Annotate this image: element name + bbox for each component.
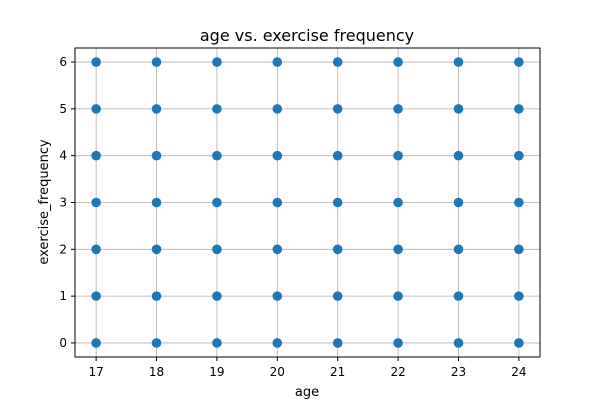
data-point — [514, 104, 524, 114]
data-point — [212, 244, 222, 255]
data-point — [332, 150, 343, 161]
y-tick-label: 5 — [59, 102, 67, 116]
data-point — [514, 291, 524, 301]
data-point — [514, 150, 524, 161]
data-point — [151, 104, 162, 114]
data-point — [393, 291, 403, 301]
data-point — [272, 150, 283, 161]
data-point — [91, 338, 101, 348]
data-point — [272, 338, 283, 348]
data-point — [151, 57, 162, 67]
data-point — [272, 104, 283, 114]
y-axis-label: exercise_frequency — [37, 139, 52, 265]
data-point — [393, 104, 403, 114]
x-tick-label: 22 — [390, 365, 405, 379]
data-point — [151, 244, 162, 255]
x-tick-label: 17 — [88, 365, 103, 379]
data-point — [393, 338, 403, 348]
data-point — [91, 104, 101, 114]
data-point — [91, 57, 101, 67]
data-point — [393, 57, 403, 67]
y-axis-ticks: 0 1 2 3 4 5 6 — [59, 55, 75, 350]
x-axis-ticks: 17 18 19 20 21 22 23 24 — [88, 357, 527, 379]
data-point — [453, 197, 464, 208]
data-point — [514, 244, 524, 255]
x-axis-label: age — [295, 385, 319, 400]
data-point — [151, 197, 162, 208]
y-tick-label: 2 — [59, 242, 67, 256]
y-tick-label: 0 — [59, 336, 67, 350]
x-tick-label: 19 — [209, 365, 224, 379]
data-point — [453, 104, 464, 114]
data-points — [91, 57, 524, 348]
data-point — [453, 244, 464, 255]
data-point — [332, 57, 343, 67]
data-point — [91, 150, 101, 161]
data-point — [332, 338, 343, 348]
data-point — [212, 104, 222, 114]
grid-lines — [75, 48, 540, 357]
data-point — [393, 244, 403, 255]
data-point — [91, 291, 101, 301]
data-point — [212, 197, 222, 208]
data-point — [453, 150, 464, 161]
data-point — [332, 291, 343, 301]
data-point — [151, 150, 162, 161]
data-point — [91, 244, 101, 255]
data-point — [393, 197, 403, 208]
x-tick-label: 23 — [451, 365, 466, 379]
y-tick-label: 3 — [59, 196, 67, 210]
data-point — [453, 57, 464, 67]
y-tick-label: 1 — [59, 289, 67, 303]
chart-title: age vs. exercise frequency — [200, 26, 414, 45]
data-point — [151, 291, 162, 301]
x-tick-label: 24 — [511, 365, 526, 379]
data-point — [272, 291, 283, 301]
data-point — [151, 338, 162, 348]
data-point — [212, 150, 222, 161]
data-point — [272, 57, 283, 67]
data-point — [212, 291, 222, 301]
x-tick-label: 21 — [330, 365, 345, 379]
data-point — [393, 150, 403, 161]
data-point — [514, 338, 524, 348]
y-tick-label: 6 — [59, 55, 67, 69]
data-point — [453, 291, 464, 301]
data-point — [212, 57, 222, 67]
data-point — [91, 197, 101, 208]
data-point — [332, 104, 343, 114]
data-point — [212, 338, 222, 348]
y-tick-label: 4 — [59, 149, 67, 163]
data-point — [332, 244, 343, 255]
data-point — [272, 244, 283, 255]
data-point — [514, 57, 524, 67]
data-point — [272, 197, 283, 208]
data-point — [514, 197, 524, 208]
data-point — [453, 338, 464, 348]
x-tick-label: 18 — [149, 365, 164, 379]
data-point — [332, 197, 343, 208]
x-tick-label: 20 — [270, 365, 285, 379]
